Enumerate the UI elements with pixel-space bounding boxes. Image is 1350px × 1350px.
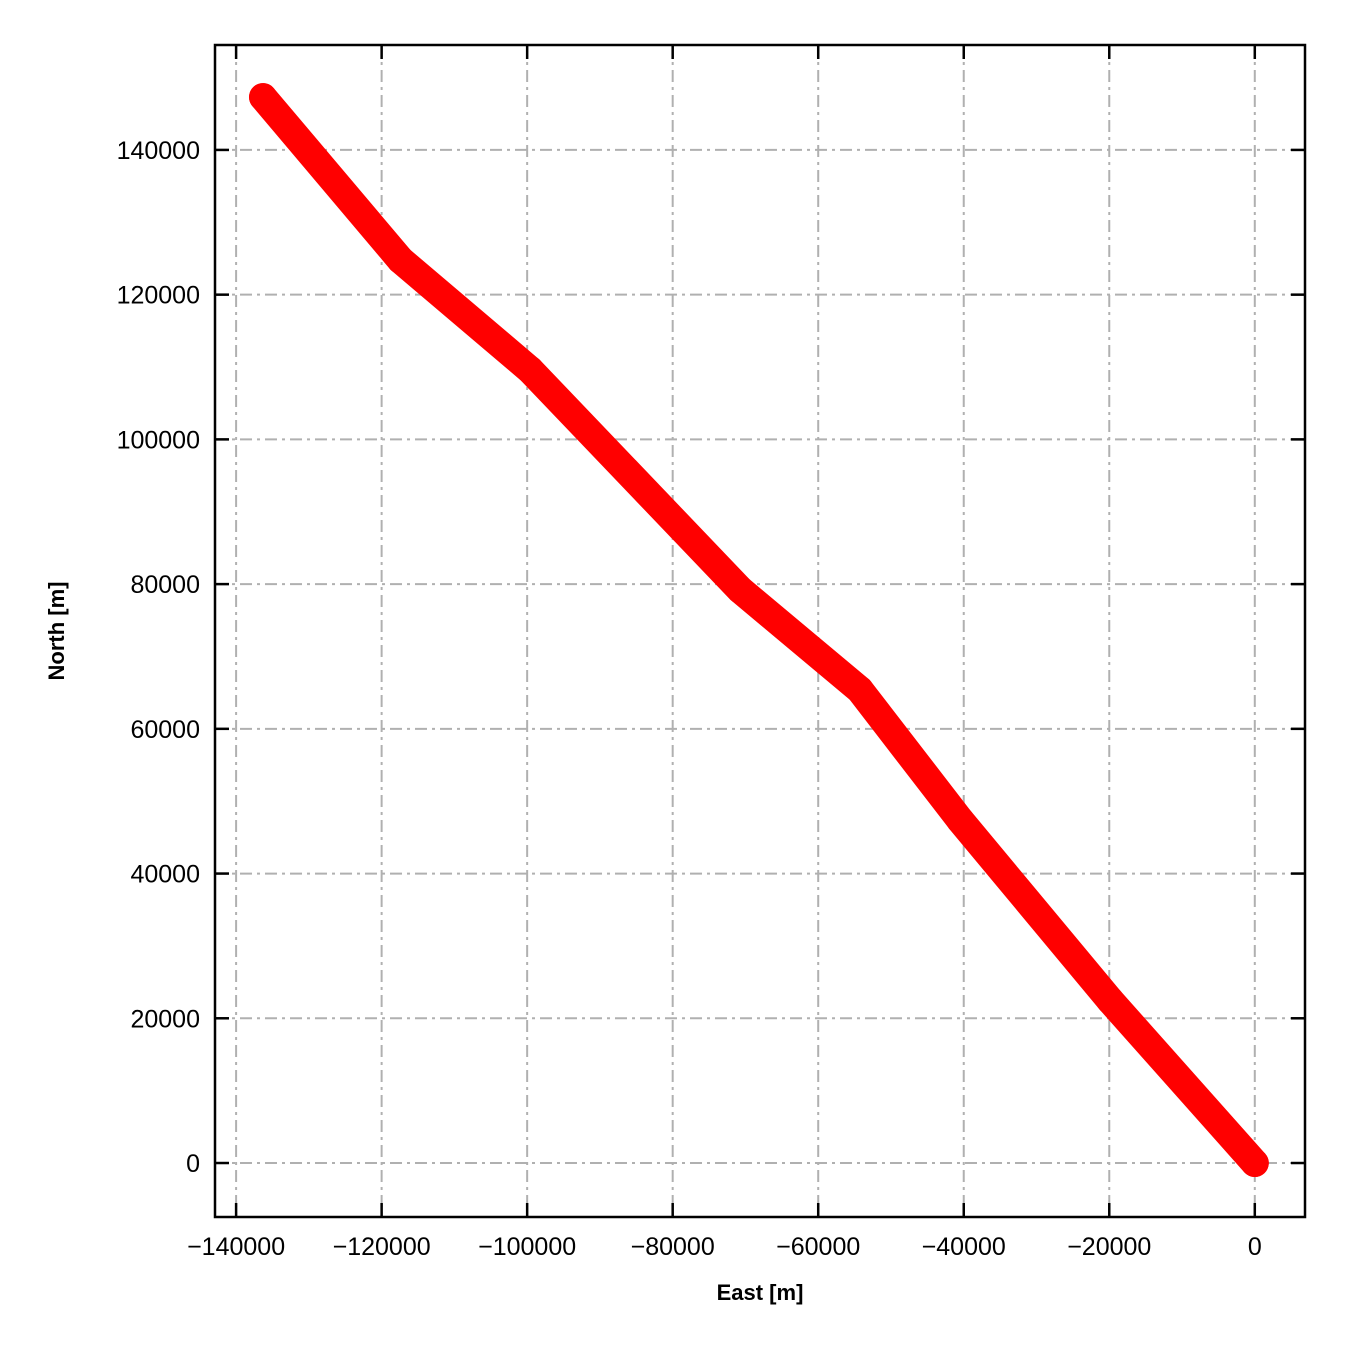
y-tick-label: 60000 bbox=[130, 716, 200, 744]
y-axis-label: North [m] bbox=[44, 582, 69, 681]
trajectory-line bbox=[249, 83, 1269, 1178]
data-point bbox=[249, 83, 278, 112]
y-tick-label: 40000 bbox=[130, 861, 200, 889]
data-point bbox=[726, 575, 755, 604]
data-point bbox=[845, 675, 874, 704]
x-axis-label: East [m] bbox=[717, 1280, 804, 1305]
data-point bbox=[516, 355, 545, 384]
data-point bbox=[386, 245, 415, 274]
x-tick-label: −140000 bbox=[187, 1233, 285, 1261]
x-tick-label: −100000 bbox=[478, 1233, 576, 1261]
x-tick-label: −20000 bbox=[1067, 1233, 1151, 1261]
x-tick-label: −40000 bbox=[922, 1233, 1006, 1261]
grid bbox=[215, 45, 1305, 1217]
data-point bbox=[1095, 986, 1124, 1015]
x-tick-label: −60000 bbox=[776, 1233, 860, 1261]
x-tick-label: −120000 bbox=[333, 1233, 431, 1261]
series-layer bbox=[249, 83, 1269, 1178]
ticks: −140000 −120000 −100000 −80000 −60000 −40000 −… bbox=[117, 45, 1305, 1261]
y-tick-label: 120000 bbox=[117, 282, 200, 310]
x-tick-label: 0 bbox=[1248, 1233, 1262, 1261]
y-tick-label: 140000 bbox=[117, 137, 200, 165]
data-point bbox=[946, 806, 975, 835]
plot-frame bbox=[213, 43, 1307, 1219]
x-tick-label: −80000 bbox=[631, 1233, 715, 1261]
y-tick-label: 80000 bbox=[130, 571, 200, 599]
data-point bbox=[1240, 1149, 1269, 1178]
y-tick-label: 100000 bbox=[117, 426, 200, 454]
y-tick-label: 20000 bbox=[130, 1005, 200, 1033]
y-tick-label: 0 bbox=[186, 1150, 200, 1178]
